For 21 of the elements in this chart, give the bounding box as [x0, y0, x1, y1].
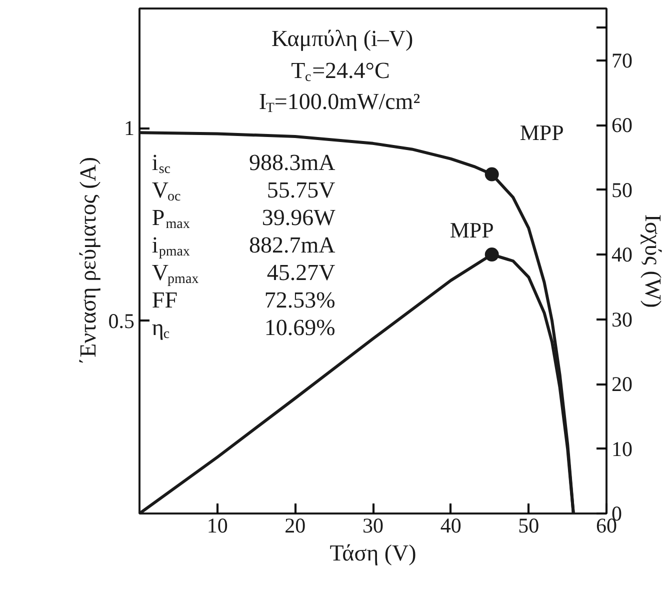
annotation: MPP — [520, 120, 564, 145]
x-tick-label: 40 — [440, 514, 462, 538]
x-tick-label: 30 — [362, 514, 384, 538]
y2-tick-label: 40 — [612, 242, 632, 267]
x-tick-label: 50 — [518, 514, 540, 538]
x-tick-label: 20 — [284, 514, 306, 538]
x-axis-title: Τάση (V) — [330, 540, 416, 566]
y2-tick-label: 20 — [612, 372, 632, 396]
text: Καμπύλη (i–V) — [271, 26, 414, 51]
y2-tick-label: 50 — [612, 178, 632, 202]
y2-tick-label: 60 — [612, 113, 632, 138]
y-axis-title: ΄Ενταση ρεύματος (A) — [75, 156, 100, 366]
y-tick-label: 0.5 — [108, 308, 134, 333]
y-tick-label: 1 — [124, 116, 134, 140]
y2-tick-label: 70 — [612, 48, 632, 72]
x-tick-label: 10 — [206, 514, 228, 538]
y2-tick-label: 10 — [612, 436, 632, 461]
y2-axis-title: Ισχύς (W) — [640, 214, 666, 308]
text: FF 72.53% — [152, 288, 336, 312]
annotation: MPP — [450, 217, 494, 242]
y2-tick-label: 30 — [612, 307, 632, 332]
